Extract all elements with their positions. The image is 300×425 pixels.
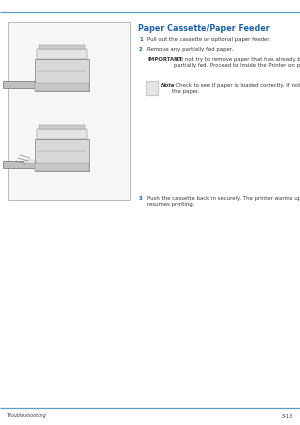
Bar <box>35 83 89 91</box>
Text: Do not try to remove paper that has already been
partially fed. Proceed to Insid: Do not try to remove paper that has alre… <box>174 57 300 68</box>
Bar <box>37 49 87 59</box>
Bar <box>35 139 89 171</box>
Text: Pull out the cassette or optional paper feeder.: Pull out the cassette or optional paper … <box>147 37 271 42</box>
Text: Check to see if paper is loaded correctly. If not, reload
the paper.: Check to see if paper is loaded correctl… <box>172 83 300 94</box>
Bar <box>35 163 89 171</box>
Text: Paper Cassette/Paper Feeder: Paper Cassette/Paper Feeder <box>138 24 270 33</box>
Text: IMPORTANT: IMPORTANT <box>147 57 182 62</box>
Bar <box>35 59 89 91</box>
Text: 5-13: 5-13 <box>282 414 293 419</box>
Bar <box>3 81 45 88</box>
Text: Remove any partially fed paper.: Remove any partially fed paper. <box>147 47 233 52</box>
Text: 1: 1 <box>139 37 143 42</box>
Bar <box>39 45 85 49</box>
Text: 2: 2 <box>139 47 142 52</box>
Bar <box>3 161 45 168</box>
Text: Push the cassette back in securely. The printer warms up and
resumes printing.: Push the cassette back in securely. The … <box>147 196 300 207</box>
Bar <box>8 22 130 200</box>
Bar <box>37 129 87 139</box>
Text: 3: 3 <box>139 196 143 201</box>
Text: Note: Note <box>161 83 176 88</box>
Polygon shape <box>24 160 35 163</box>
Bar <box>39 125 85 129</box>
FancyBboxPatch shape <box>146 81 159 96</box>
Text: Troubleshooting: Troubleshooting <box>7 414 47 419</box>
